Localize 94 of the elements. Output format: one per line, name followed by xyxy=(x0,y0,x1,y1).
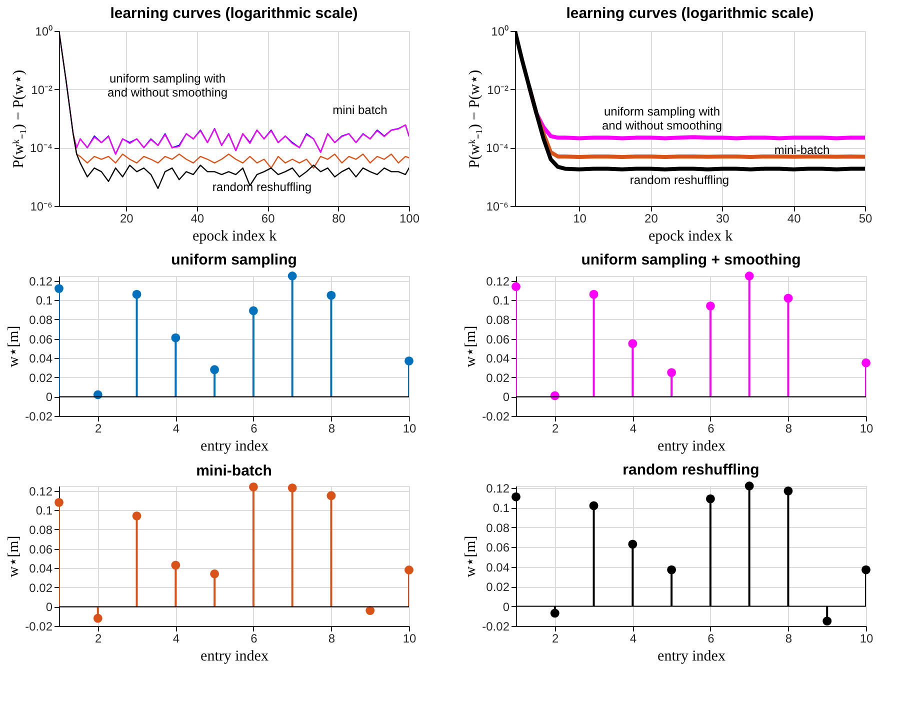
x-tick-label: 100 xyxy=(399,212,420,226)
y-tick-label: -0.02 xyxy=(25,410,53,424)
chart-title: learning curves (logarithmic scale) xyxy=(566,5,814,22)
x-tick-label: 6 xyxy=(708,632,715,646)
y-tick-label: 0.12 xyxy=(29,484,53,498)
y-tick-label: 0.04 xyxy=(486,560,510,574)
y-tick-label: 0.08 xyxy=(29,312,53,327)
y-axis-title: w⋆[m] xyxy=(6,326,22,368)
y-tick-label: 10⁻⁶ xyxy=(486,200,509,214)
annotation: uniform sampling with and without smoothing xyxy=(602,104,722,132)
y-tick-label: 0.06 xyxy=(29,542,53,556)
y-tick-label: 0.12 xyxy=(29,274,53,288)
y-tick-label: 10⁻⁶ xyxy=(30,200,53,214)
y-tick-label: 0.08 xyxy=(486,520,510,535)
y-tick-label: 10⁻² xyxy=(487,82,509,97)
chart-title: mini-batch xyxy=(196,462,272,480)
x-tick-label: 6 xyxy=(250,422,258,436)
y-tick-label: 10⁻² xyxy=(31,82,53,97)
annotation: uniform sampling with and without smoothing xyxy=(107,71,228,100)
chart-title: learning curves (logarithmic scale) xyxy=(110,5,358,22)
y-tick-label: 0 xyxy=(46,390,53,404)
y-tick-label: 0.08 xyxy=(29,522,53,537)
x-tick-label: 10 xyxy=(573,212,587,226)
annotation: mini batch xyxy=(332,102,388,117)
y-tick-label: 0 xyxy=(46,600,53,614)
x-tick-label: 8 xyxy=(785,422,792,436)
y-axis-title: w⋆[m] xyxy=(463,536,480,578)
x-axis-title: entry index xyxy=(200,648,269,664)
chart-title: uniform sampling + smoothing xyxy=(581,252,801,269)
y-tick-label: 0.1 xyxy=(492,501,510,516)
x-axis-title: entry index xyxy=(200,438,269,454)
x-tick-label: 8 xyxy=(328,632,336,646)
x-tick-label: 4 xyxy=(630,632,637,646)
x-tick-label: 8 xyxy=(785,632,792,646)
y-tick-label: 10⁰ xyxy=(491,24,508,38)
x-tick-label: 6 xyxy=(708,422,715,436)
x-tick-label: 2 xyxy=(95,422,102,436)
chart-title: uniform sampling xyxy=(171,252,297,269)
y-tick-label: 0.1 xyxy=(36,504,53,518)
y-tick-label: 0 xyxy=(502,390,510,404)
y-tick-label: 0.06 xyxy=(29,332,53,346)
x-tick-label: 10 xyxy=(860,422,874,436)
y-tick-label: 0.08 xyxy=(486,312,510,327)
y-tick-label: 0.06 xyxy=(486,332,510,346)
x-tick-label: 2 xyxy=(95,632,102,646)
y-axis-title: w⋆[m] xyxy=(463,326,480,368)
x-tick-label: 10 xyxy=(402,422,416,436)
y-tick-label: 0.12 xyxy=(486,481,510,496)
y-tick-label: 0 xyxy=(502,600,510,614)
x-tick-label: 8 xyxy=(328,422,336,436)
x-axis-title: epock index k xyxy=(648,228,734,244)
x-tick-label: 6 xyxy=(250,632,258,646)
y-axis-title: P(wᵏ₋₁) − P(w⋆) xyxy=(466,70,483,168)
x-tick-label: 20 xyxy=(120,212,134,226)
x-tick-label: 2 xyxy=(552,422,560,436)
x-tick-label: 40 xyxy=(787,212,802,226)
y-tick-label: 0.06 xyxy=(486,540,510,555)
y-tick-label: 0.04 xyxy=(29,352,53,366)
x-tick-label: 10 xyxy=(860,632,874,646)
y-tick-label: 0.02 xyxy=(486,370,510,385)
x-tick-label: 30 xyxy=(716,212,730,226)
y-tick-label: 0.02 xyxy=(29,580,53,595)
x-tick-label: 60 xyxy=(261,212,276,226)
y-tick-label: 10⁰ xyxy=(35,24,52,38)
annotation: random reshuffling xyxy=(630,172,730,187)
y-tick-label: -0.02 xyxy=(25,620,53,634)
y-axis-title: P(wᵏ₋₁) − P(w⋆) xyxy=(10,70,27,168)
y-tick-label: 10⁻⁴ xyxy=(30,141,52,156)
annotation: random reshuffling xyxy=(212,180,312,194)
x-axis-title: entry index xyxy=(658,438,726,454)
x-tick-label: 10 xyxy=(402,632,416,646)
y-tick-label: 0.12 xyxy=(486,274,510,288)
x-tick-label: 80 xyxy=(332,212,346,226)
chart-title: random reshuffling xyxy=(622,462,760,479)
x-tick-label: 40 xyxy=(190,212,204,226)
x-tick-label: 20 xyxy=(644,212,658,226)
y-tick-label: 0.02 xyxy=(486,580,510,594)
y-tick-label: 0.1 xyxy=(492,294,510,308)
y-tick-label: 0.04 xyxy=(486,352,510,366)
y-tick-label: -0.02 xyxy=(482,410,510,424)
y-tick-label: 10⁻⁴ xyxy=(486,141,508,156)
x-tick-label: 50 xyxy=(858,212,872,226)
annotation: mini-batch xyxy=(774,143,830,157)
x-tick-label: 4 xyxy=(172,422,180,436)
y-tick-label: 0.04 xyxy=(29,562,53,576)
y-tick-label: -0.02 xyxy=(482,620,510,634)
y-axis-title: w⋆[m] xyxy=(6,536,22,578)
x-axis-title: epock index k xyxy=(192,228,278,244)
x-axis-title: entry index xyxy=(658,648,726,664)
y-tick-label: 0.02 xyxy=(29,370,53,385)
x-tick-label: 2 xyxy=(552,632,560,646)
x-tick-label: 4 xyxy=(630,422,637,436)
y-tick-label: 0.1 xyxy=(36,294,53,308)
x-tick-label: 4 xyxy=(172,632,180,646)
